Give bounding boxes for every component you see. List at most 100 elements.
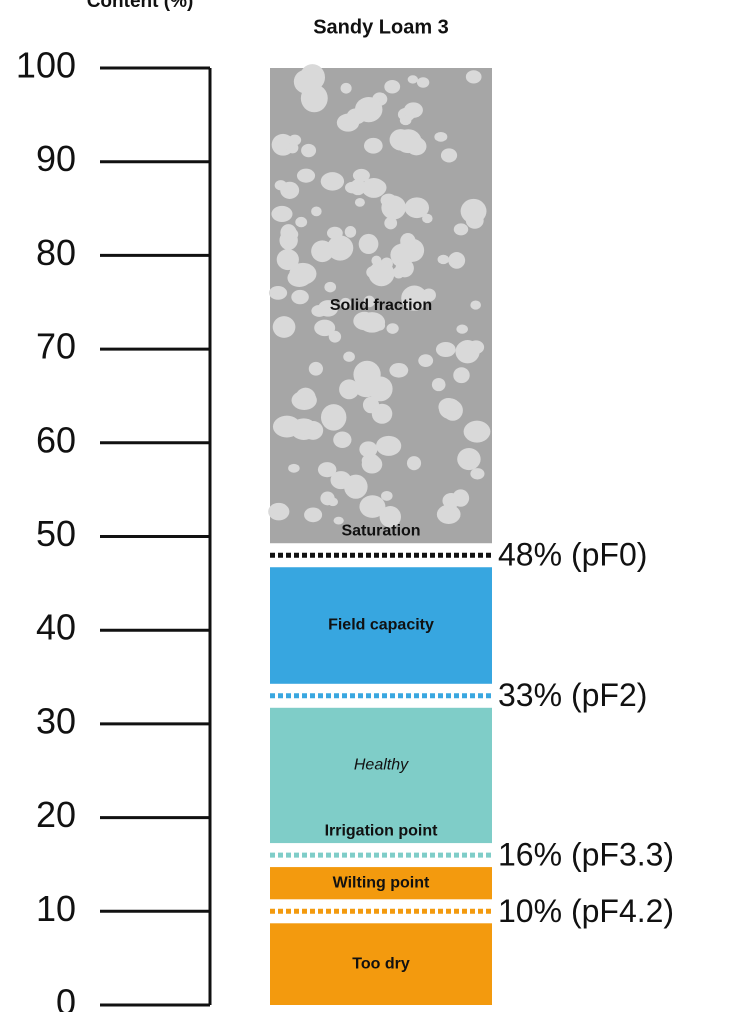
y-tick-label: 10 xyxy=(36,888,76,929)
pebble xyxy=(354,378,379,398)
pebble xyxy=(361,453,380,468)
y-tick-label: 60 xyxy=(36,419,76,460)
zone-rect xyxy=(270,707,492,844)
threshold-label: 16% (pF3.3) xyxy=(498,837,674,873)
pebble xyxy=(380,490,393,501)
pebble xyxy=(395,242,422,263)
pebble xyxy=(399,115,412,126)
pebble xyxy=(272,415,301,438)
y-tick-label: 90 xyxy=(36,138,76,179)
y-tick-label: 80 xyxy=(36,232,76,273)
pebble xyxy=(288,463,300,473)
pebble xyxy=(320,404,347,431)
pebble xyxy=(320,172,345,191)
pebble xyxy=(418,354,434,367)
pebble xyxy=(395,258,414,278)
pebble xyxy=(272,316,296,338)
pebble xyxy=(435,341,456,358)
pebble xyxy=(320,491,335,506)
pebble xyxy=(336,113,360,132)
pebble xyxy=(438,398,462,420)
pebble xyxy=(401,285,428,311)
pebble xyxy=(271,205,293,223)
pebble xyxy=(434,131,448,142)
axis-label: Content (%) xyxy=(87,0,194,12)
y-tick-label: 40 xyxy=(36,607,76,648)
pebble xyxy=(456,324,468,334)
y-tick-label: 70 xyxy=(36,326,76,367)
pebble xyxy=(407,75,418,84)
y-tick-label: 100 xyxy=(16,45,76,86)
zone: Wilting point xyxy=(270,867,492,900)
pebble xyxy=(317,300,339,317)
pebble xyxy=(295,387,316,410)
pebble xyxy=(287,268,312,287)
pebble xyxy=(280,224,297,242)
pebble xyxy=(442,492,460,509)
pebble xyxy=(333,431,352,449)
pebble xyxy=(352,168,370,182)
pebble xyxy=(295,216,308,228)
pebble xyxy=(363,295,376,308)
pebble xyxy=(470,300,481,310)
pebble xyxy=(268,502,290,521)
threshold-label: 48% (pF0) xyxy=(498,537,647,573)
pebble xyxy=(366,265,384,279)
pebble xyxy=(314,319,336,337)
pebble xyxy=(379,506,402,528)
pebble xyxy=(468,340,485,355)
pebble xyxy=(384,216,398,230)
pebble xyxy=(302,420,324,440)
y-tick-label: 30 xyxy=(36,700,76,741)
pebble xyxy=(286,142,299,154)
pebble xyxy=(359,495,386,518)
y-tick-label: 0 xyxy=(56,982,76,1012)
pebble xyxy=(317,462,337,478)
zone-rect xyxy=(270,567,492,684)
pebble xyxy=(440,148,458,163)
pebble xyxy=(333,516,344,525)
pebble xyxy=(280,181,300,199)
pebble xyxy=(453,223,469,236)
y-tick-label: 50 xyxy=(36,513,76,554)
pebble xyxy=(361,177,386,198)
pebble xyxy=(358,233,379,255)
pebble xyxy=(416,77,430,88)
pebble xyxy=(344,225,357,238)
zone-sublabel: Irrigation point xyxy=(325,822,439,839)
pebble xyxy=(465,70,482,84)
zone: Healthy Irrigation point xyxy=(270,707,492,844)
chart-title: Sandy Loam 3 xyxy=(313,16,449,38)
pebble xyxy=(276,249,299,271)
pebble xyxy=(404,197,430,219)
pebble xyxy=(386,323,399,334)
pebble xyxy=(436,504,461,524)
pebble xyxy=(301,143,317,158)
pebble xyxy=(384,79,401,94)
pebble xyxy=(359,441,378,458)
pebble xyxy=(339,297,352,309)
pebble xyxy=(371,403,393,424)
pebble xyxy=(395,129,422,154)
threshold-label: 33% (pF2) xyxy=(498,677,647,713)
pebble xyxy=(406,456,422,471)
pebble xyxy=(339,379,360,400)
pebble xyxy=(291,289,309,305)
threshold-label: 10% (pF4.2) xyxy=(498,893,674,929)
pebble xyxy=(457,448,481,471)
pebble xyxy=(324,281,337,293)
zone: Solid fraction Saturation xyxy=(268,64,492,544)
zone: Too dry xyxy=(270,923,492,1005)
pebble xyxy=(381,195,406,220)
pebble xyxy=(453,367,470,384)
zone-rect xyxy=(270,923,492,1005)
pebble xyxy=(296,168,316,183)
zone-label: Healthy xyxy=(354,757,409,774)
pebble xyxy=(344,474,368,499)
zone-label: Wilting point xyxy=(333,874,430,891)
pebble xyxy=(448,252,466,269)
pebble xyxy=(293,69,318,94)
zone-sublabel: Saturation xyxy=(341,522,420,539)
pebble xyxy=(343,351,355,362)
